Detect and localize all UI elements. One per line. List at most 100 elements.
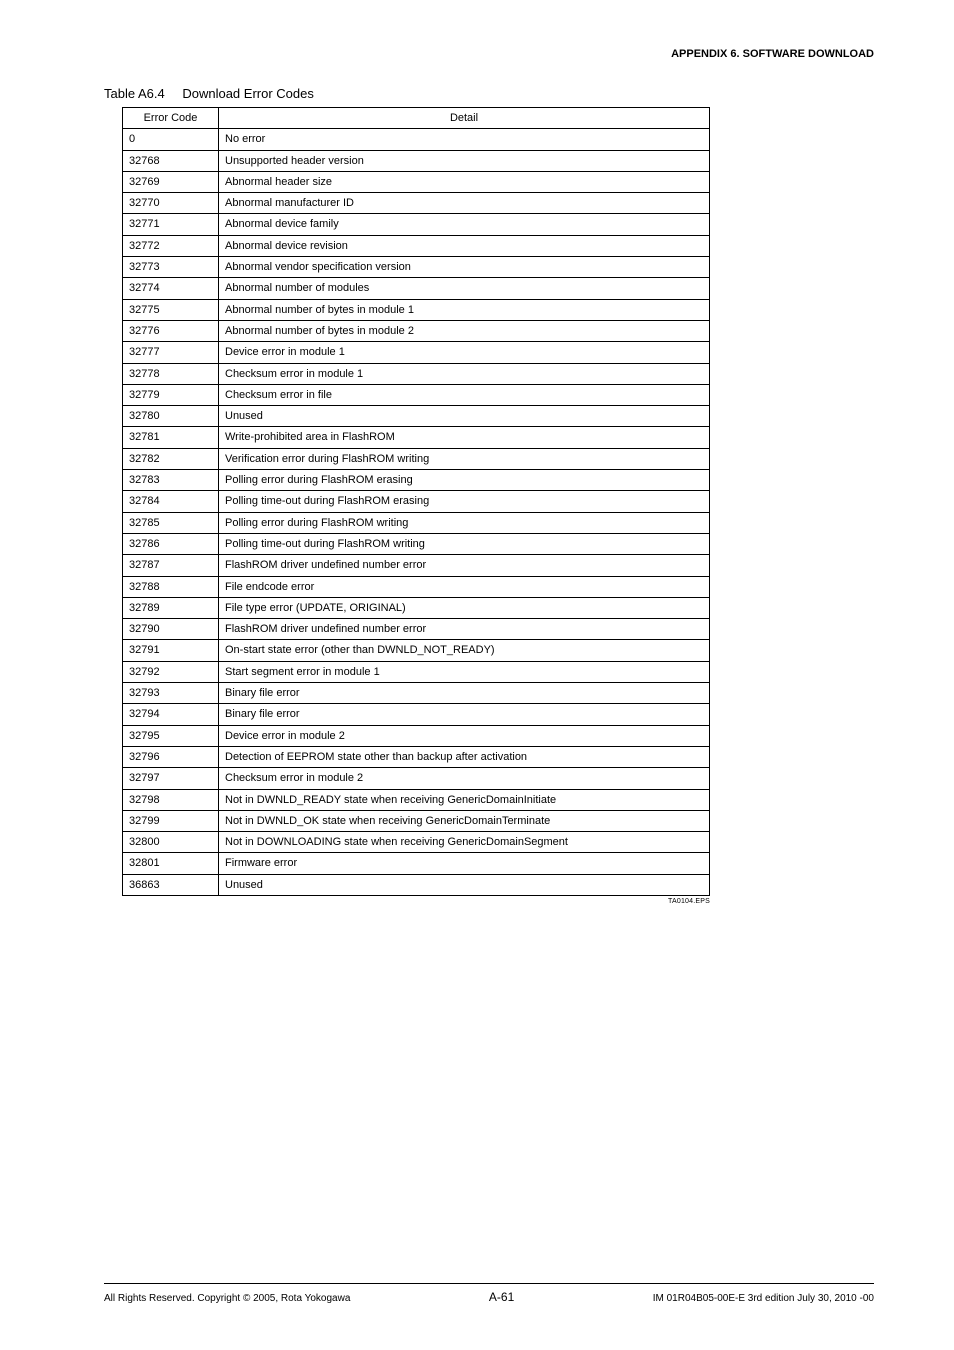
- table-cell-code: 32782: [123, 448, 219, 469]
- table-cell-detail: Unused: [219, 406, 710, 427]
- table-cell-code: 32795: [123, 725, 219, 746]
- table-cell-code: 32798: [123, 789, 219, 810]
- table-cell-detail: Checksum error in module 2: [219, 768, 710, 789]
- table-row: 32790FlashROM driver undefined number er…: [123, 619, 710, 640]
- table-cell-code: 32777: [123, 342, 219, 363]
- table-cell-detail: Abnormal manufacturer ID: [219, 193, 710, 214]
- table-cell-detail: Polling time-out during FlashROM writing: [219, 533, 710, 554]
- table-cell-detail: Polling error during FlashROM writing: [219, 512, 710, 533]
- table-cell-detail: Device error in module 1: [219, 342, 710, 363]
- table-row: 32791On-start state error (other than DW…: [123, 640, 710, 661]
- footer-left: All Rights Reserved. Copyright © 2005, R…: [104, 1293, 350, 1304]
- table-cell-code: 32772: [123, 235, 219, 256]
- table-row: 32777Device error in module 1: [123, 342, 710, 363]
- table-cell-code: 32770: [123, 193, 219, 214]
- table-cell-detail: FlashROM driver undefined number error: [219, 619, 710, 640]
- table-cell-code: 32785: [123, 512, 219, 533]
- table-row: 32787FlashROM driver undefined number er…: [123, 555, 710, 576]
- table-row: 32781Write-prohibited area in FlashROM: [123, 427, 710, 448]
- table-cell-detail: File type error (UPDATE, ORIGINAL): [219, 597, 710, 618]
- table-cell-code: 32797: [123, 768, 219, 789]
- table-cell-code: 32783: [123, 470, 219, 491]
- table-row: 32793Binary file error: [123, 683, 710, 704]
- table-row: 32774Abnormal number of modules: [123, 278, 710, 299]
- table-cell-detail: No error: [219, 129, 710, 150]
- table-cell-detail: Binary file error: [219, 683, 710, 704]
- table-cell-detail: Checksum error in file: [219, 384, 710, 405]
- table-cell-code: 32788: [123, 576, 219, 597]
- table-cell-detail: Abnormal vendor specification version: [219, 257, 710, 278]
- table-row: 32801Firmware error: [123, 853, 710, 874]
- footer-row: All Rights Reserved. Copyright © 2005, R…: [104, 1290, 874, 1304]
- page-body: APPENDIX 6. SOFTWARE DOWNLOAD Table A6.4…: [0, 0, 954, 905]
- eps-label: TA0104.EPS: [104, 898, 710, 905]
- table-caption-title: Download Error Codes: [182, 86, 314, 101]
- table-cell-detail: Firmware error: [219, 853, 710, 874]
- table-row: 32778Checksum error in module 1: [123, 363, 710, 384]
- table-row: 32776Abnormal number of bytes in module …: [123, 320, 710, 341]
- section-header: APPENDIX 6. SOFTWARE DOWNLOAD: [104, 48, 874, 60]
- table-row: 32797Checksum error in module 2: [123, 768, 710, 789]
- table-cell-code: 0: [123, 129, 219, 150]
- table-cell-detail: File endcode error: [219, 576, 710, 597]
- table-cell-code: 32769: [123, 171, 219, 192]
- table-row: 0No error: [123, 129, 710, 150]
- table-cell-detail: Abnormal number of bytes in module 2: [219, 320, 710, 341]
- error-codes-table: Error Code Detail 0No error32768Unsuppor…: [122, 107, 710, 896]
- table-cell-code: 32786: [123, 533, 219, 554]
- table-cell-code: 32780: [123, 406, 219, 427]
- table-row: 32789File type error (UPDATE, ORIGINAL): [123, 597, 710, 618]
- footer-center: A-61: [489, 1290, 514, 1304]
- table-row: 32772Abnormal device revision: [123, 235, 710, 256]
- table-cell-detail: Checksum error in module 1: [219, 363, 710, 384]
- table-row: 32773Abnormal vendor specification versi…: [123, 257, 710, 278]
- table-cell-detail: Unsupported header version: [219, 150, 710, 171]
- table-row: 32779Checksum error in file: [123, 384, 710, 405]
- table-cell-detail: Abnormal header size: [219, 171, 710, 192]
- table-cell-code: 32791: [123, 640, 219, 661]
- table-row: 32794Binary file error: [123, 704, 710, 725]
- table-cell-detail: Write-prohibited area in FlashROM: [219, 427, 710, 448]
- table-cell-code: 32773: [123, 257, 219, 278]
- table-row: 32771Abnormal device family: [123, 214, 710, 235]
- table-cell-code: 32774: [123, 278, 219, 299]
- table-cell-code: 32792: [123, 661, 219, 682]
- table-cell-code: 36863: [123, 874, 219, 895]
- table-cell-code: 32801: [123, 853, 219, 874]
- table-cell-code: 32790: [123, 619, 219, 640]
- table-cell-detail: Unused: [219, 874, 710, 895]
- table-caption-label: Table A6.4: [104, 86, 165, 101]
- table-cell-code: 32787: [123, 555, 219, 576]
- table-row: 32798Not in DWNLD_READY state when recei…: [123, 789, 710, 810]
- table-cell-code: 32796: [123, 746, 219, 767]
- table-cell-detail: Binary file error: [219, 704, 710, 725]
- table-cell-detail: Abnormal device family: [219, 214, 710, 235]
- table-row: 32784Polling time-out during FlashROM er…: [123, 491, 710, 512]
- table-cell-detail: Polling error during FlashROM erasing: [219, 470, 710, 491]
- table-row: 32795Device error in module 2: [123, 725, 710, 746]
- table-cell-code: 32779: [123, 384, 219, 405]
- table-cell-code: 32771: [123, 214, 219, 235]
- table-cell-code: 32768: [123, 150, 219, 171]
- table-cell-detail: Abnormal device revision: [219, 235, 710, 256]
- table-row: 32775Abnormal number of bytes in module …: [123, 299, 710, 320]
- table-row: 36863Unused: [123, 874, 710, 895]
- table-cell-detail: Device error in module 2: [219, 725, 710, 746]
- table-cell-detail: Detection of EEPROM state other than bac…: [219, 746, 710, 767]
- table-row: 32768Unsupported header version: [123, 150, 710, 171]
- table-row: 32786Polling time-out during FlashROM wr…: [123, 533, 710, 554]
- footer-rule: [104, 1283, 874, 1284]
- table-cell-code: 32784: [123, 491, 219, 512]
- table-cell-detail: Polling time-out during FlashROM erasing: [219, 491, 710, 512]
- table-cell-detail: Abnormal number of bytes in module 1: [219, 299, 710, 320]
- table-row: 32785Polling error during FlashROM writi…: [123, 512, 710, 533]
- table-header-cell: Detail: [219, 108, 710, 129]
- table-cell-detail: Not in DWNLD_OK state when receiving Gen…: [219, 810, 710, 831]
- table-row: 32770Abnormal manufacturer ID: [123, 193, 710, 214]
- table-body: 0No error32768Unsupported header version…: [123, 129, 710, 896]
- table-header-cell: Error Code: [123, 108, 219, 129]
- table-row: 32780Unused: [123, 406, 710, 427]
- table-cell-detail: FlashROM driver undefined number error: [219, 555, 710, 576]
- table-cell-detail: Start segment error in module 1: [219, 661, 710, 682]
- table-caption: Table A6.4 Download Error Codes: [104, 86, 874, 101]
